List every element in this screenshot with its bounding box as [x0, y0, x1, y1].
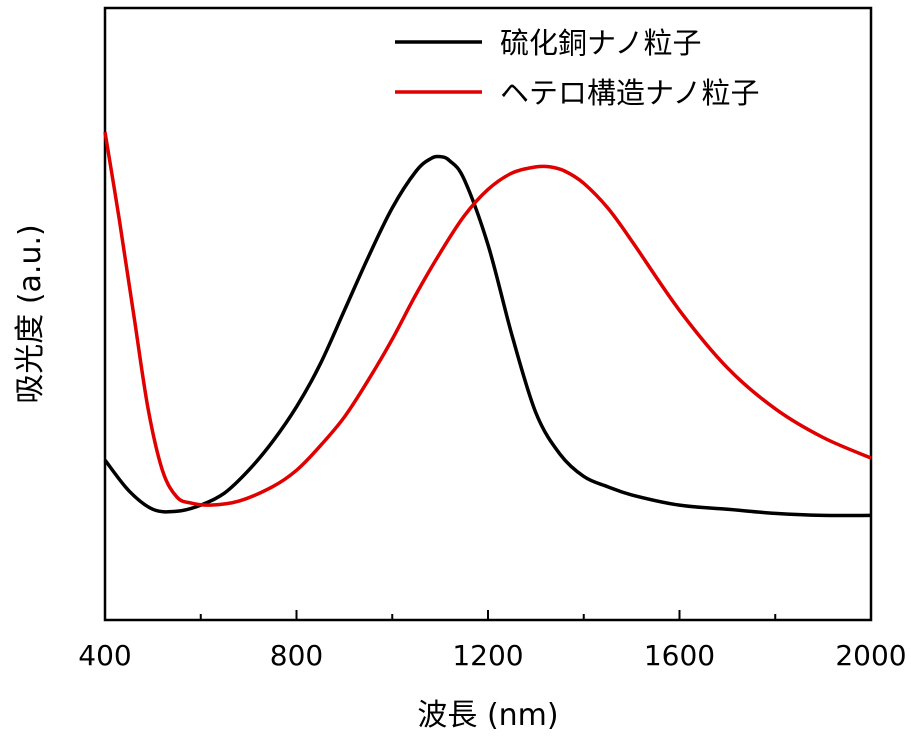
copper-sulfide-line — [103, 154, 872, 518]
series-layer — [103, 131, 872, 518]
x-tick-label: 400 — [78, 639, 131, 672]
x-axis-title: 波長 (nm) — [417, 698, 558, 733]
y-axis-title: 吸光度 (a.u.) — [13, 224, 48, 403]
x-tick-label: 800 — [270, 639, 323, 672]
legend-label-copper-sulfide: 硫化銅ナノ粒子 — [500, 26, 702, 60]
x-tick-label: 1600 — [644, 639, 715, 672]
legend: 硫化銅ナノ粒子 ヘテロ構造ナノ粒子 — [395, 26, 760, 110]
heterostructure-line — [103, 131, 872, 507]
legend-label-heterostructure: ヘテロ構造ナノ粒子 — [500, 76, 760, 110]
x-tick-label: 2000 — [835, 639, 906, 672]
x-tick-label: 1200 — [452, 639, 523, 672]
x-axis-ticks — [104, 610, 872, 620]
x-axis-tick-labels: 400 800 1200 1600 2000 — [78, 639, 906, 672]
